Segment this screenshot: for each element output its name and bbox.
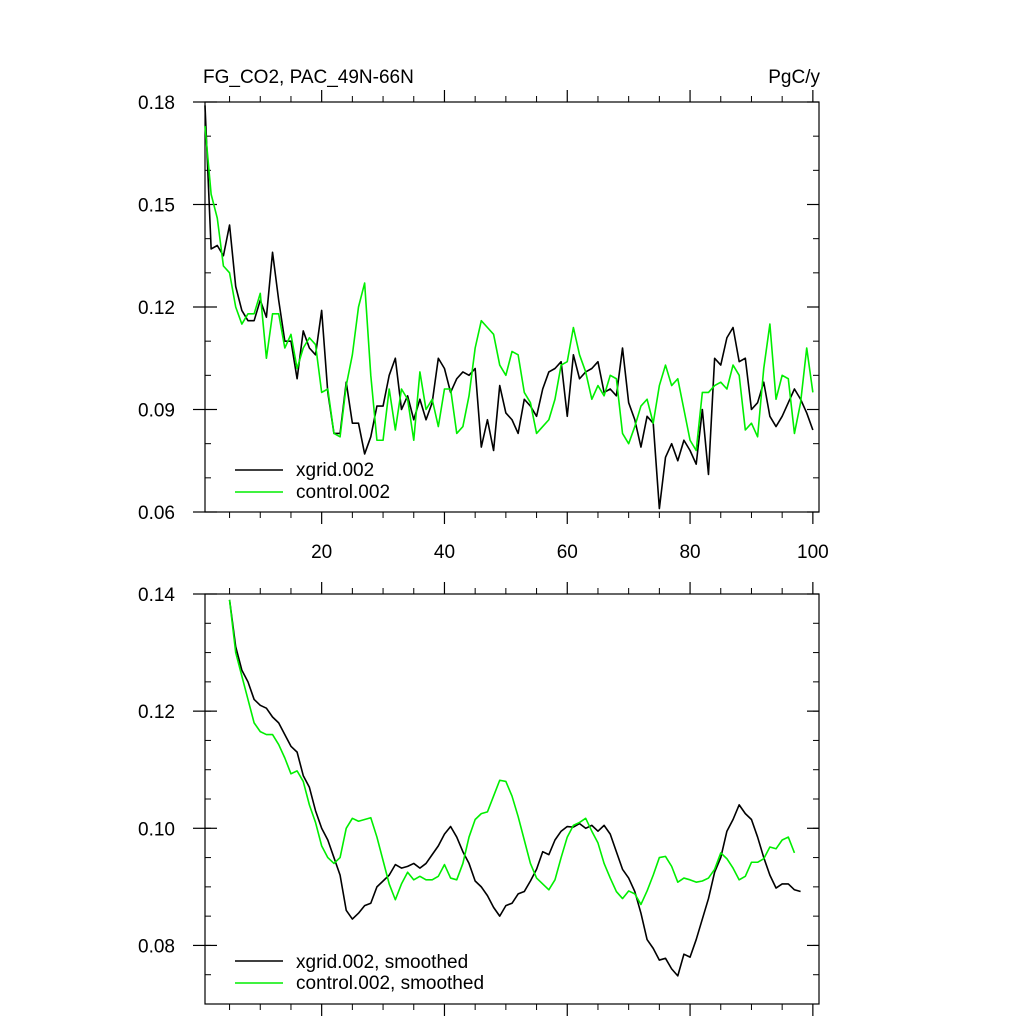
y-tick-label: 0.09 [138, 401, 175, 422]
y-tick-label: 0.18 [138, 93, 175, 114]
top-chart-title: FG_CO2, PAC_49N-66N [203, 67, 414, 88]
top-legend: xgrid.002 control.002 [235, 460, 390, 503]
top-series-line-control [204, 125, 814, 452]
y-tick-label: 0.14 [138, 585, 175, 606]
y-tick-label: 0.08 [138, 936, 175, 957]
x-tick-label: 100 [797, 542, 829, 563]
y-tick-label: 0.12 [138, 298, 175, 319]
legend-label-control: control.002 [296, 482, 390, 503]
bottom-legend: xgrid.002, smoothed control.002, smoothe… [235, 952, 484, 994]
top-chart-panel: FG_CO2, PAC_49N-66N PgC/y 0.060.090.120.… [138, 67, 829, 563]
y-tick-label: 0.15 [138, 196, 175, 217]
x-tick-label: 80 [679, 542, 700, 563]
top-axis-ticks: 0.06 0.09 0.12 0.15 0.18 20 40 60 80 100 [138, 90, 829, 563]
x-tick-label: 20 [311, 542, 332, 563]
bottom-series-group [228, 599, 801, 977]
top-chart-units: PgC/y [768, 67, 820, 88]
bottom-series-line-xgrid [228, 599, 801, 977]
bottom-plot-frame [204, 593, 820, 1005]
top-series-line-xgrid [204, 105, 814, 510]
x-tick-label: 40 [434, 542, 455, 563]
y-tick-label: 0.12 [138, 702, 175, 723]
legend-label-control-smoothed: control.002, smoothed [296, 973, 484, 994]
y-tick-label: 0.06 [138, 503, 175, 524]
x-tick-label: 60 [557, 542, 578, 563]
bottom-series-line-control [228, 599, 796, 906]
bottom-axis-ticks: 0.08 0.10 0.12 0.14 [138, 582, 819, 1016]
legend-label-xgrid-smoothed: xgrid.002, smoothed [296, 952, 468, 973]
bottom-chart-panel: 0.08 0.10 0.12 0.14 xgrid.002, smoothed con… [138, 582, 820, 1016]
top-plot-frame [204, 101, 820, 513]
top-series-group [204, 105, 814, 510]
legend-label-xgrid: xgrid.002 [296, 460, 374, 481]
y-tick-label: 0.10 [138, 819, 175, 840]
